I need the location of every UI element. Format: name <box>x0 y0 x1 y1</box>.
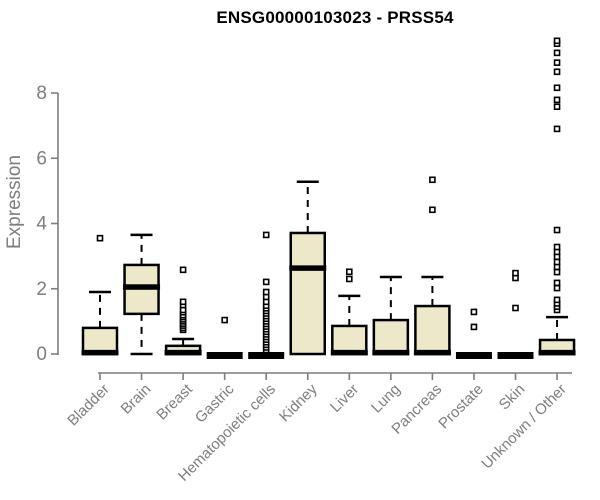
outlier-point <box>512 304 519 312</box>
median-bar <box>413 349 451 356</box>
x-tick-label: Kidney <box>276 380 321 425</box>
box-5 <box>289 231 326 356</box>
outlier-point <box>553 279 561 287</box>
x-tick-label: Skin <box>496 381 529 414</box>
median-bar <box>372 349 410 356</box>
outlier-point <box>96 234 104 242</box>
box-7 <box>372 318 410 356</box>
box-6 <box>331 324 368 356</box>
outlier-point <box>553 226 561 234</box>
median-bar <box>330 349 368 356</box>
median-bar <box>289 265 327 271</box>
outlier-point <box>262 278 270 286</box>
median-bar <box>123 284 161 290</box>
y-tick-label: 4 <box>36 214 47 235</box>
flat-box-3 <box>206 352 243 359</box>
y-tick-label: 8 <box>36 83 47 104</box>
outlier-point <box>179 266 187 274</box>
median-bar <box>81 349 119 356</box>
outlier-point <box>553 96 561 104</box>
x-tick-label: Lung <box>368 381 404 417</box>
outlier-point <box>470 308 478 316</box>
outlier-point <box>553 125 561 133</box>
outlier-point <box>179 298 187 306</box>
outlier-point <box>345 275 353 283</box>
x-tick-label: Liver <box>327 381 362 416</box>
outlier-point <box>553 37 561 45</box>
median-bar <box>164 349 202 356</box>
outlier-point <box>262 231 270 239</box>
outlier-point <box>429 176 436 184</box>
y-tick-label: 6 <box>36 148 47 169</box>
outlier-point <box>553 49 561 57</box>
x-tick-label: Breast <box>153 380 196 423</box>
outlier-point <box>553 103 561 111</box>
flat-box-9 <box>455 352 492 359</box>
outlier-point <box>553 243 561 251</box>
outlier-point <box>429 206 436 214</box>
outlier-point <box>553 296 561 304</box>
chart-title: ENSG00000103023 - PRSS54 <box>216 8 454 27</box>
x-tick-label: Bladder <box>64 381 113 430</box>
outlier-point <box>221 316 228 324</box>
median-bar <box>538 349 576 356</box>
outlier-point <box>262 288 270 296</box>
y-tick-label: 0 <box>36 344 47 365</box>
x-tick-label: Prostate <box>435 381 487 433</box>
outlier-point <box>553 68 561 76</box>
outlier-point <box>345 268 353 276</box>
outlier-point <box>470 323 478 331</box>
outlier-point <box>553 59 561 66</box>
outlier-point <box>553 84 561 92</box>
outlier-point <box>553 258 561 266</box>
y-tick-label: 2 <box>36 279 47 300</box>
flat-box-4 <box>248 352 285 359</box>
flat-box-10 <box>497 352 534 359</box>
outlier-point <box>553 268 561 276</box>
box-8 <box>414 304 451 356</box>
x-tick-label: Brain <box>118 381 155 418</box>
outlier-point <box>512 269 519 277</box>
outlier-point <box>553 284 561 292</box>
